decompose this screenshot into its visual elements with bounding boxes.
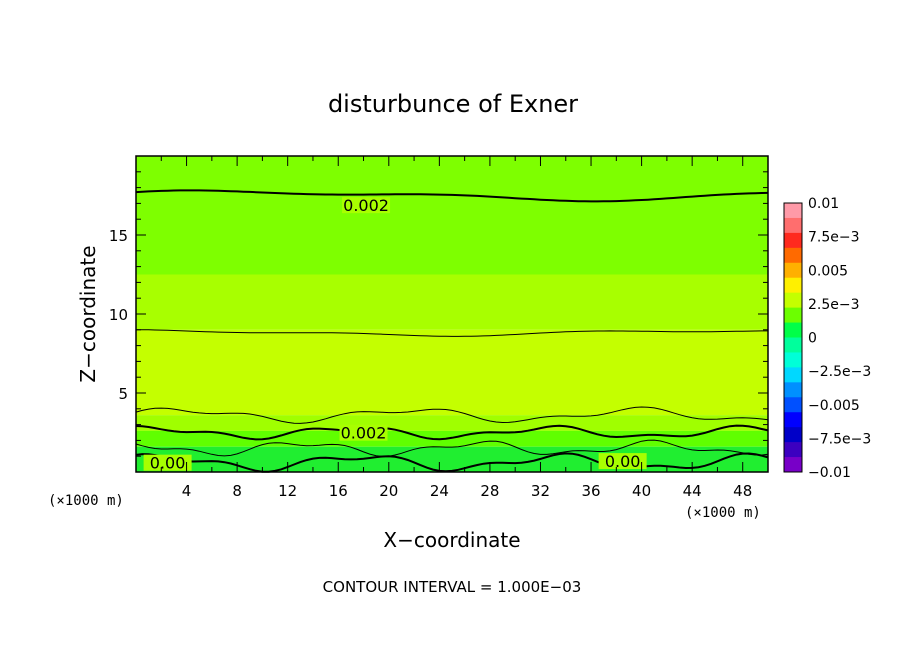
contour-label-bg-3	[598, 453, 647, 470]
value-band-4	[136, 430, 768, 447]
chart-title: disturbunce of Exner	[328, 90, 578, 118]
contour-label-2: 0.00	[150, 454, 186, 473]
colorbar-frame	[783, 202, 803, 473]
x-tick-label-32: 32	[531, 482, 550, 500]
colorbar-label-3: 2.5e−3	[808, 297, 860, 313]
colorbar-swatch-17	[784, 457, 802, 473]
y-tick-label-5: 5	[118, 385, 128, 403]
contour-label-0: 0.002	[343, 196, 389, 215]
x-unit-left: (×1000 m)	[48, 493, 124, 509]
colorbar-label-0: 0.01	[808, 196, 839, 212]
colorbar-swatch-2	[784, 232, 802, 249]
contour-line-4	[135, 439, 769, 458]
colorbar-swatch-10	[784, 352, 802, 368]
contour-label-bg-2	[143, 454, 192, 471]
colorbar-swatch-4	[784, 262, 802, 279]
colorbar-swatch-8	[784, 322, 802, 338]
colorbar-swatch-9	[784, 337, 802, 353]
colorbar-swatch-0	[784, 203, 802, 219]
colorbar-swatch-16	[784, 442, 802, 458]
contour-line-2	[135, 406, 769, 424]
value-band-5	[136, 446, 768, 472]
colorbar-swatch-11	[784, 367, 802, 383]
x-tick-label-4: 4	[182, 482, 192, 500]
colorbar-swatch-15	[784, 427, 802, 443]
contour-line-3	[135, 424, 769, 441]
contour-label-1: 0.002	[341, 424, 387, 443]
y-axis-label: Z−coordinate	[76, 245, 100, 382]
plot-area: 0.002 0.002 0.00 0.00	[135, 155, 769, 473]
contour-label-bg-1	[339, 424, 388, 441]
value-band-0	[136, 156, 768, 275]
y-tick-label-15: 15	[109, 227, 128, 245]
y-tick-label-10: 10	[109, 306, 128, 324]
value-band-3	[136, 415, 768, 431]
value-band-1	[136, 274, 768, 330]
colorbar-label-1: 7.5e−3	[808, 230, 860, 246]
value-band-2	[136, 329, 768, 416]
x-tick-label-20: 20	[379, 482, 398, 500]
colorbar-label-4: 0	[808, 331, 817, 347]
x-tick-label-16: 16	[329, 482, 348, 500]
colorbar-swatch-5	[784, 277, 802, 294]
x-tick-label-8: 8	[232, 482, 242, 500]
colorbar-swatch-1	[784, 217, 802, 234]
contour-line-0	[135, 189, 769, 203]
contour-line-1	[136, 329, 768, 337]
colorbar-label-7: −7.5e−3	[808, 431, 871, 447]
contour-interval-note: CONTOUR INTERVAL = 1.000E−03	[323, 578, 582, 596]
x-tick-label-44: 44	[683, 482, 702, 500]
x-tick-label-12: 12	[278, 482, 297, 500]
x-tick-label-40: 40	[632, 482, 651, 500]
contour-label-bg-0	[342, 197, 391, 214]
x-axis-label: X−coordinate	[383, 528, 520, 552]
colorbar-swatch-14	[784, 412, 802, 428]
x-tick-labels: 4 8 12 16 20 24 28 32 36 40 44 48	[160, 156, 752, 500]
colorbar-swatch-7	[784, 307, 802, 324]
colorbar-swatch-12	[784, 382, 802, 398]
contour-label-3: 0.00	[605, 452, 641, 471]
x-unit-right: (×1000 m)	[685, 505, 761, 521]
colorbar-label-2: 0.005	[808, 263, 848, 279]
colorbar-label-6: −0.005	[808, 398, 860, 414]
colorbar-swatch-13	[784, 397, 802, 413]
colorbar-label-5: −2.5e−3	[808, 364, 871, 380]
x-tick-label-48: 48	[733, 482, 752, 500]
y-tick-labels: 5 10 15	[109, 171, 768, 457]
x-tick-label-36: 36	[581, 482, 600, 500]
x-tick-label-28: 28	[480, 482, 499, 500]
colorbar-swatch-3	[784, 247, 802, 264]
colorbar-swatch-6	[784, 292, 802, 309]
colorbar: 0.01 7.5e−3 0.005 2.5e−3 0 −2.5e−3 −0.005 −7.5e…	[783, 196, 871, 481]
x-tick-label-24: 24	[430, 482, 449, 500]
colorbar-label-8: −0.01	[808, 465, 851, 481]
contour-line-5	[135, 452, 769, 473]
